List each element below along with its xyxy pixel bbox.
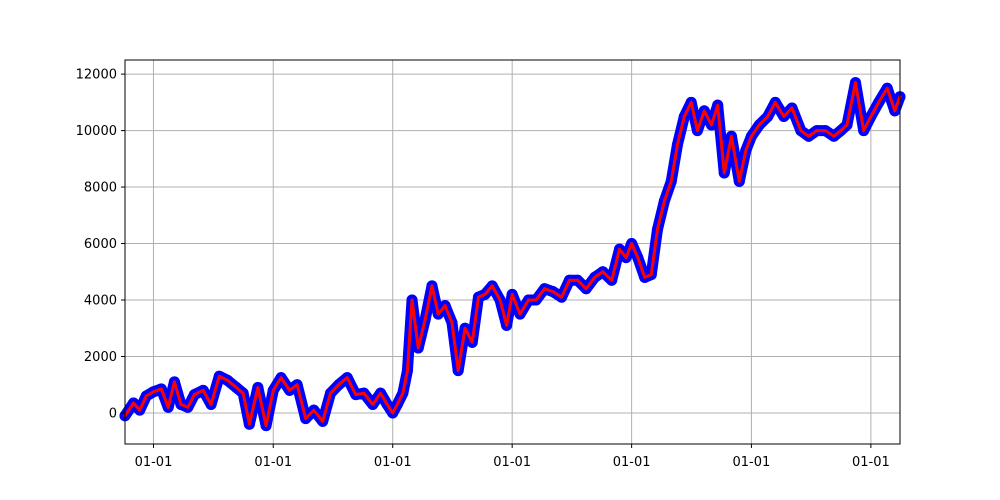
- y-tick-label: 4000: [84, 294, 117, 309]
- x-tick-label: 01-01: [493, 455, 531, 470]
- series-line: [123, 81, 902, 428]
- x-tick-label: 01-01: [733, 455, 771, 470]
- y-tick-label: 6000: [84, 237, 117, 252]
- plot-series: [119, 77, 906, 432]
- y-tick-label: 12000: [76, 68, 117, 83]
- y-tick-label: 2000: [84, 350, 117, 365]
- grid: [125, 60, 900, 444]
- axes: 0 2000 4000 6000 8000 10000 12000 01-01 01-01 01-…: [76, 68, 890, 470]
- y-tick-label: 0: [109, 406, 117, 421]
- x-tick-label: 01-01: [374, 455, 412, 470]
- y-tick-label: 8000: [84, 181, 117, 196]
- x-tick-label: 01-01: [852, 455, 890, 470]
- x-tick-label: 01-01: [254, 455, 292, 470]
- y-tick-label: 10000: [76, 124, 117, 139]
- x-tick-label: 01-01: [613, 455, 651, 470]
- x-tick-label: 01-01: [135, 455, 173, 470]
